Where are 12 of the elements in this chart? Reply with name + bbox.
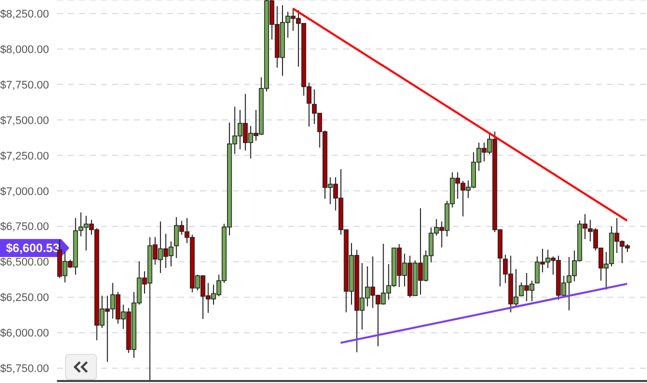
y-tick-label: $5,750.00 <box>0 363 49 376</box>
y-tick-label: $8,000.00 <box>0 44 49 56</box>
y-tick-label: $6,750.00 <box>0 221 49 234</box>
y-tick-label: $7,500.00 <box>0 114 49 127</box>
y-tick-label: $7,000.00 <box>0 186 49 198</box>
y-tick-label: $8,250.00 <box>0 8 49 20</box>
y-tick-label: $6,250.00 <box>0 292 49 304</box>
y-tick-label: $6,000.00 <box>0 328 49 340</box>
annotation: $6,600.53 <box>0 239 70 257</box>
y-tick-label: $7,250.00 <box>0 150 49 162</box>
y-tick-label: $7,750.00 <box>0 79 49 92</box>
y-tick-label: $6,500.00 <box>0 256 49 269</box>
